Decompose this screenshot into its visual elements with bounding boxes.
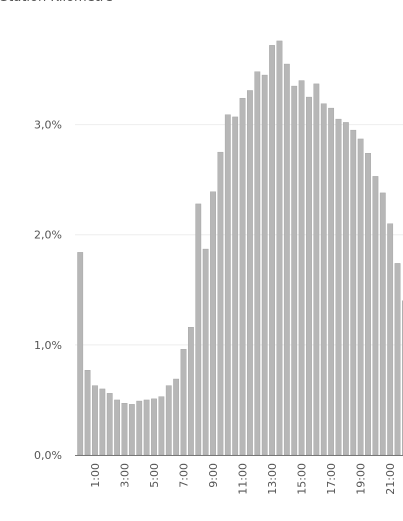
bar — [298, 80, 305, 456]
bar — [180, 349, 187, 456]
bar — [387, 223, 394, 456]
x-tick-label: 13:00 — [266, 463, 279, 495]
bar — [195, 203, 202, 456]
bar — [342, 122, 349, 456]
y-tick-label: 2,0% — [34, 229, 62, 242]
bar — [261, 74, 268, 456]
y-tick-label: 0,0% — [34, 449, 62, 462]
bar — [106, 393, 113, 456]
bar — [247, 90, 253, 456]
bar — [128, 404, 135, 456]
bar — [320, 103, 327, 456]
bar — [143, 399, 150, 456]
x-tick-label: 19:00 — [355, 463, 368, 495]
bar — [217, 151, 224, 456]
bar — [350, 129, 357, 456]
x-tick-label: 17:00 — [325, 463, 338, 495]
bar — [114, 399, 121, 456]
bar — [394, 263, 401, 456]
bar — [276, 40, 283, 456]
bar — [328, 107, 335, 456]
chart-header-fragment: Station Kilomètre — [0, 0, 403, 10]
bar — [269, 45, 275, 456]
bar — [313, 83, 320, 456]
bar — [335, 118, 342, 456]
bar — [99, 388, 106, 456]
x-tick-label: 15:00 — [296, 463, 309, 495]
x-tick-label: 3:00 — [118, 463, 131, 488]
bar — [357, 138, 364, 456]
bar — [306, 96, 312, 456]
bar — [121, 403, 128, 456]
bar — [84, 370, 91, 456]
bar — [283, 63, 290, 456]
bar — [92, 385, 98, 456]
bar — [165, 385, 172, 456]
bar — [173, 378, 180, 456]
y-tick-label: 3,0% — [34, 119, 62, 132]
bar — [77, 252, 84, 456]
bar — [291, 85, 298, 456]
bar — [202, 248, 209, 456]
bar — [372, 176, 379, 456]
y-tick-label: 1,0% — [34, 339, 62, 352]
bar — [136, 400, 143, 456]
x-tick-label: 21:00 — [384, 463, 397, 495]
bar — [232, 116, 239, 456]
bar — [151, 398, 157, 456]
bar — [187, 327, 194, 456]
x-tick-label: 7:00 — [178, 463, 191, 488]
x-tick-label: 1:00 — [89, 463, 102, 488]
x-tick-label: 5:00 — [148, 463, 161, 488]
bar — [158, 396, 165, 456]
bar — [224, 114, 231, 456]
bar — [210, 191, 216, 456]
bar — [379, 192, 386, 456]
x-tick-label: 11:00 — [237, 463, 250, 495]
bar — [365, 153, 371, 456]
bar — [239, 97, 246, 456]
x-tick-label: 9:00 — [207, 463, 220, 488]
bar — [254, 71, 261, 456]
